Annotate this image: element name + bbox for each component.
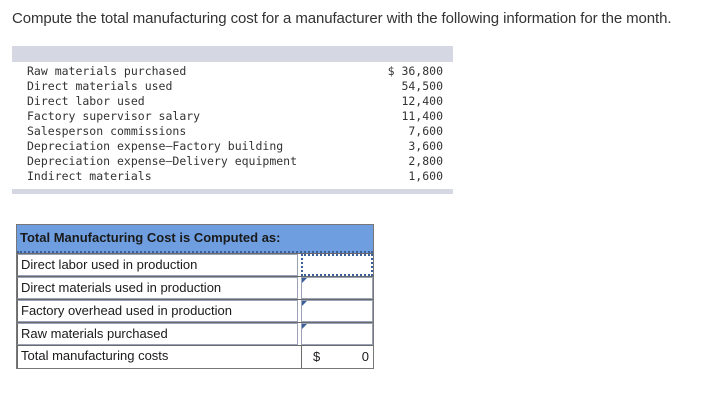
given-item-value: 3,600 bbox=[408, 139, 443, 153]
given-data-top-bar bbox=[12, 46, 453, 62]
given-item-label: Indirect materials bbox=[27, 169, 152, 183]
given-item-value: 12,400 bbox=[401, 94, 443, 108]
given-item-value: 1,600 bbox=[408, 169, 443, 183]
answer-amount-input[interactable] bbox=[301, 254, 373, 276]
given-item-value: $ 36,800 bbox=[387, 64, 443, 78]
total-value: 0 bbox=[361, 349, 369, 364]
given-item-label: Factory supervisor salary bbox=[27, 109, 201, 123]
given-item-salesperson-commissions: Salesperson commissions 7,600 bbox=[27, 124, 443, 139]
answer-row-label-select[interactable]: Direct materials used in production bbox=[17, 277, 298, 299]
given-item-direct-materials-used: Direct materials used 54,500 bbox=[27, 79, 443, 94]
answer-table: Total Manufacturing Cost is Computed as:… bbox=[16, 224, 374, 369]
given-item-indirect-materials: Indirect materials 1,600 bbox=[27, 169, 443, 184]
cell-marker-icon bbox=[302, 324, 307, 329]
total-amount: $ 0 bbox=[301, 346, 373, 368]
given-item-direct-labor-used: Direct labor used 12,400 bbox=[27, 94, 443, 109]
given-data-bottom-bar bbox=[12, 189, 453, 194]
given-item-label: Direct labor used bbox=[27, 94, 145, 108]
answer-amount-input[interactable] bbox=[301, 277, 373, 299]
given-item-raw-materials-purchased: Raw materials purchased $ 36,800 bbox=[27, 64, 443, 79]
answer-row-total: Total manufacturing costs $ 0 bbox=[17, 345, 373, 368]
answer-row-label-select[interactable]: Factory overhead used in production bbox=[17, 300, 298, 322]
answer-row-label-select[interactable]: Direct labor used in production bbox=[17, 254, 298, 276]
given-item-depreciation-delivery-equipment: Depreciation expense—Delivery equipment … bbox=[27, 154, 443, 169]
given-item-label: Salesperson commissions bbox=[27, 124, 187, 138]
given-item-label: Depreciation expense—Factory building bbox=[27, 139, 284, 153]
given-item-label: Depreciation expense—Delivery equipment bbox=[27, 154, 298, 168]
given-item-depreciation-factory-building: Depreciation expense—Factory building 3,… bbox=[27, 139, 443, 154]
given-item-label: Raw materials purchased bbox=[27, 64, 187, 78]
given-data-block: Raw materials purchased $ 36,800 Direct … bbox=[12, 46, 453, 194]
answer-row-raw-materials: Raw materials purchased bbox=[17, 322, 373, 345]
given-item-value: 54,500 bbox=[401, 79, 443, 93]
answer-amount-input[interactable] bbox=[301, 323, 373, 345]
given-item-value: 11,400 bbox=[401, 109, 443, 123]
answer-row-direct-labor: Direct labor used in production bbox=[17, 253, 373, 276]
total-currency: $ bbox=[313, 349, 321, 364]
given-item-label: Direct materials used bbox=[27, 79, 173, 93]
answer-row-factory-overhead: Factory overhead used in production bbox=[17, 299, 373, 322]
given-item-value: 2,800 bbox=[408, 154, 443, 168]
given-item-value: 7,600 bbox=[408, 124, 443, 138]
cell-marker-icon bbox=[302, 301, 307, 306]
question-text: Compute the total manufacturing cost for… bbox=[12, 10, 672, 27]
total-label: Total manufacturing costs bbox=[17, 346, 298, 368]
answer-row-direct-materials: Direct materials used in production bbox=[17, 276, 373, 299]
answer-amount-input[interactable] bbox=[301, 300, 373, 322]
answer-table-header: Total Manufacturing Cost is Computed as: bbox=[17, 225, 373, 253]
given-item-factory-supervisor-salary: Factory supervisor salary 11,400 bbox=[27, 109, 443, 124]
answer-row-label-select[interactable]: Raw materials purchased bbox=[17, 323, 298, 345]
cell-marker-icon bbox=[302, 278, 307, 283]
given-data-list: Raw materials purchased $ 36,800 Direct … bbox=[27, 64, 443, 184]
